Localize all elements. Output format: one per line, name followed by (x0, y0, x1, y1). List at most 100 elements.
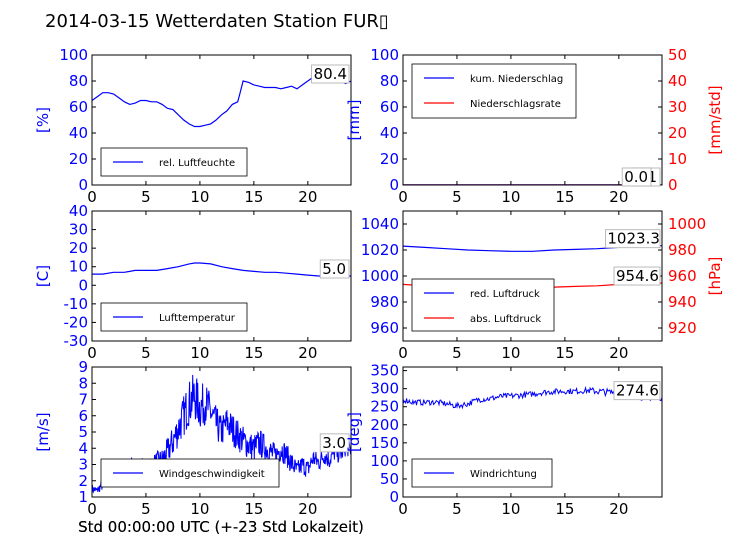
y-right-tick-label: 20 (668, 124, 687, 142)
x-tick-label: 20 (609, 500, 628, 518)
x-tick-label: 15 (244, 500, 263, 518)
y-tick-label: 0 (389, 176, 399, 194)
last-value-label: 3.0 (322, 434, 346, 452)
y-tick-label: 100 (370, 452, 399, 470)
y-right-tick-label: 10 (668, 150, 687, 168)
x-tick-label: 5 (452, 344, 462, 362)
y-axis-label: [%] (34, 107, 52, 133)
y-tick-label: 1 (78, 488, 88, 506)
y-tick-label: 350 (370, 362, 399, 380)
y-tick-label: 960 (370, 319, 399, 337)
y-tick-label: 100 (370, 46, 399, 64)
legend-label: Lufttemperatur (159, 313, 236, 324)
y-tick-label: 5 (78, 423, 88, 441)
y-tick-label: 40 (69, 202, 88, 220)
page-title: 2014-03-15 Wetterdaten Station FUR▯ (45, 11, 389, 32)
x-tick-label: 20 (298, 188, 317, 206)
y-right-tick-label: 30 (668, 98, 687, 116)
x-tick-label: 10 (501, 188, 520, 206)
x-tick-label: 0 (87, 500, 97, 518)
y-right-tick-label: 980 (668, 241, 697, 259)
y-tick-label: 0 (389, 488, 399, 506)
legend-label: kum. Niederschlag (470, 74, 563, 85)
y-tick-label: 60 (380, 98, 399, 116)
x-tick-label: 10 (501, 344, 520, 362)
y-tick-label: 6 (78, 407, 88, 425)
legend: rel. Luftfeuchte (101, 148, 247, 176)
legend-label: rel. Luftfeuchte (159, 158, 235, 169)
y-tick-label: 1040 (361, 215, 399, 233)
y-axis-label-right: [hPa] (706, 257, 724, 296)
legend-label: abs. Luftdruck (470, 314, 541, 325)
y-right-tick-label: 50 (668, 46, 687, 64)
x-tick-label: 5 (141, 188, 151, 206)
y-right-tick-label: 1000 (668, 215, 706, 233)
last-value-label: 80.4 (314, 65, 347, 83)
legend-label: red. Luftdruck (470, 289, 540, 300)
last-value-label: 1023.3 (607, 230, 660, 248)
x-tick-label: 20 (609, 188, 628, 206)
y-right-tick-label: 40 (668, 72, 687, 90)
x-tick-label: 15 (555, 500, 574, 518)
legend: Lufttemperatur (101, 303, 247, 331)
last-value-label-right: 0.0 (624, 168, 648, 186)
y-right-tick-label: 940 (668, 293, 697, 311)
series-group (92, 263, 351, 276)
y-tick-label: -10 (64, 295, 89, 313)
y-tick-label: 1000 (361, 267, 399, 285)
x-tick-label: 5 (141, 344, 151, 362)
x-tick-label: 10 (501, 500, 520, 518)
x-tick-label: 0 (398, 500, 408, 518)
y-right-tick-label: 920 (668, 319, 697, 337)
legend-label: Niederschlagsrate (470, 99, 561, 110)
x-tick-label: 10 (190, 500, 209, 518)
legend-label: Windgeschwindigkeit (159, 469, 265, 480)
y-tick-label: 7 (78, 391, 88, 409)
legend: red. Luftdruck abs. Luftdruck (412, 279, 554, 331)
legend: Windgeschwindigkeit (101, 459, 279, 487)
y-tick-label: 250 (370, 398, 399, 416)
x-tick-label: 20 (609, 344, 628, 362)
x-tick-label: 15 (555, 188, 574, 206)
x-tick-label: 5 (452, 500, 462, 518)
legend: Windrichtung (412, 459, 552, 487)
x-tick-label: 0 (398, 344, 408, 362)
y-tick-label: 80 (69, 72, 88, 90)
y-tick-label: 0 (78, 276, 88, 294)
series-line-temperature-0 (92, 263, 351, 276)
y-tick-label: 60 (69, 98, 88, 116)
x-tick-label: 15 (244, 188, 263, 206)
y-tick-label: 40 (380, 124, 399, 142)
x-tick-label: 5 (141, 500, 151, 518)
series-group (92, 77, 351, 126)
y-tick-label: 50 (380, 470, 399, 488)
x-tick-label: 20 (298, 500, 317, 518)
y-tick-label: 1020 (361, 241, 399, 259)
y-tick-label: 80 (380, 72, 399, 90)
y-tick-label: 9 (78, 358, 88, 376)
x-tick-label: 5 (452, 188, 462, 206)
y-axis-label-right: [mm/std] (706, 85, 724, 154)
y-right-tick-label: 960 (668, 267, 697, 285)
y-tick-label: 20 (380, 150, 399, 168)
x-tick-label: 15 (555, 344, 574, 362)
x-tick-label: 0 (87, 188, 97, 206)
x-tick-label: 15 (244, 344, 263, 362)
y-tick-label: 30 (69, 221, 88, 239)
y-axis-label: [mm] (345, 100, 363, 141)
chart-pressure: 0 5 10 15 20 960 980 1000 1020 1040 920 940 960 980 10… (361, 211, 724, 362)
x-tick-label: 10 (190, 188, 209, 206)
x-tick-label: 0 (87, 344, 97, 362)
y-tick-label: 3 (78, 456, 88, 474)
y-tick-label: 980 (370, 293, 399, 311)
y-tick-label: 100 (59, 46, 88, 64)
series-line-humidity-0 (92, 77, 351, 126)
y-tick-label: 150 (370, 434, 399, 452)
